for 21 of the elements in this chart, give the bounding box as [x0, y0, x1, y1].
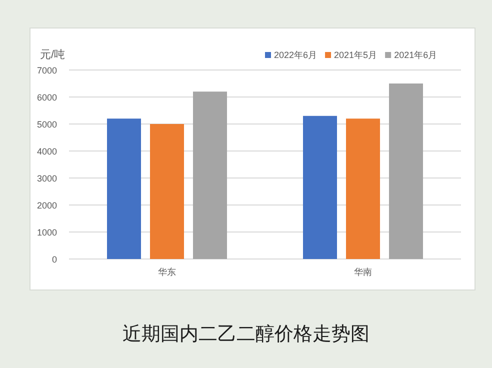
y-tick-label: 7000	[36, 66, 57, 76]
bar	[150, 124, 184, 259]
y-tick-label: 5000	[36, 120, 57, 130]
y-tick-label: 0	[52, 254, 57, 264]
x-tick-label: 华南	[354, 267, 372, 277]
text: 近期国内二乙二醇价格走势图	[122, 324, 370, 345]
y-tick-label: 2000	[36, 200, 57, 210]
bar	[193, 92, 227, 259]
y-tick-label: 3000	[36, 174, 57, 184]
legend-label: 2021年6月	[394, 50, 438, 60]
x-tick-label: 华东	[158, 267, 176, 277]
bar	[346, 118, 380, 259]
bar	[389, 84, 423, 259]
y-tick-label: 6000	[36, 92, 57, 102]
bar	[107, 118, 141, 259]
y-tick-label: 4000	[36, 146, 57, 156]
legend-label: 2021年5月	[334, 50, 378, 60]
legend-label: 2022年6月	[274, 50, 318, 60]
y-axis-title: 元/吨	[40, 48, 66, 61]
bar	[303, 116, 337, 259]
y-tick-label: 1000	[36, 228, 57, 238]
